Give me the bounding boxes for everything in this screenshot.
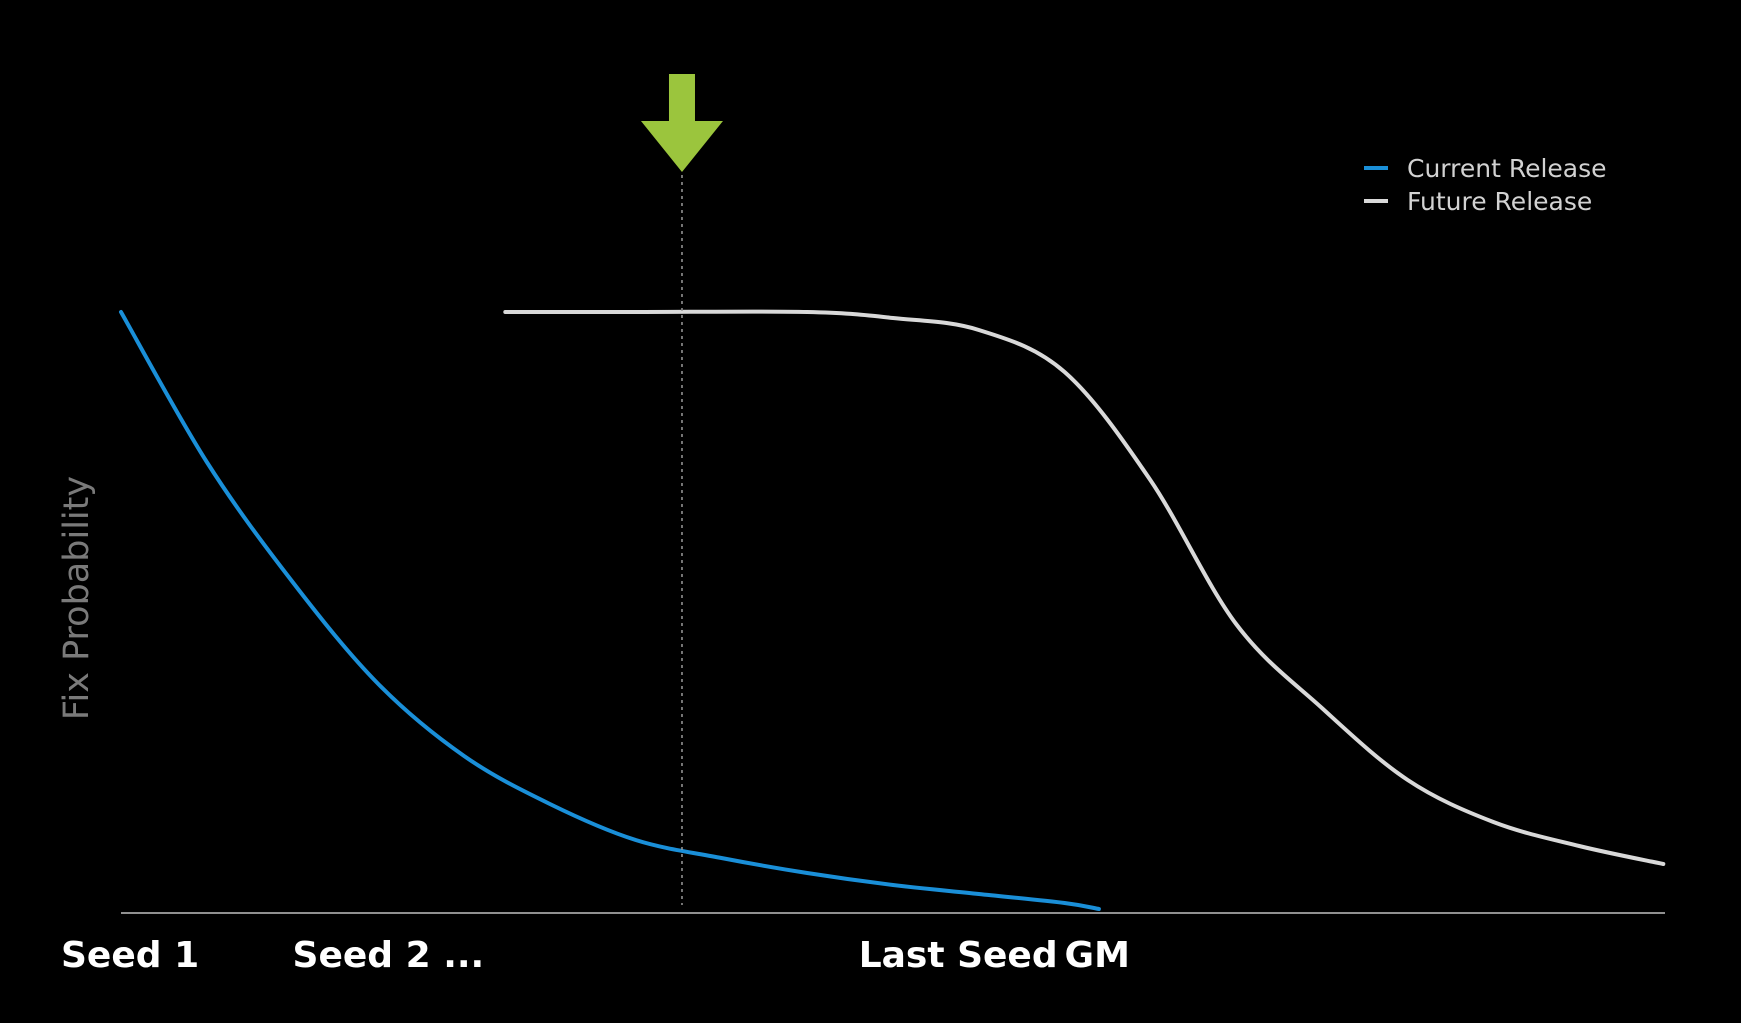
legend-label: Current Release — [1407, 154, 1607, 183]
x-tick-label: GM — [1065, 935, 1130, 976]
x-tick-label: Last Seed — [859, 935, 1058, 976]
down-arrow-icon — [640, 74, 723, 172]
y-axis-label: Fix Probability — [57, 476, 97, 720]
legend-label: Future Release — [1407, 187, 1592, 216]
series-line-future-release — [503, 309, 1666, 866]
series-line-current-release — [119, 310, 1101, 911]
marker-layer — [640, 74, 723, 905]
x-tick-label: Seed 1 — [61, 935, 199, 976]
legend: Current Release Future Release — [1364, 154, 1607, 216]
axis-layer: Seed 1 Seed 2 ... Last Seed GM — [61, 912, 1665, 976]
series-layer — [119, 309, 1666, 911]
x-tick-label: Seed 2 ... — [293, 935, 485, 976]
